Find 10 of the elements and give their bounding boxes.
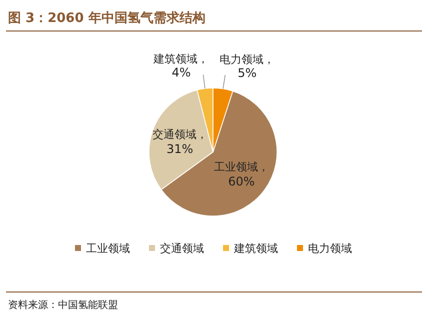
data-label: 电力领域，5% [220,52,275,80]
legend-label: 建筑领域 [233,242,278,255]
data-label: 建筑领域，4% [152,52,209,80]
legend-label: 工业领域 [86,242,130,255]
text: 资料来源：中国氢能联盟 [8,299,118,311]
legend-label: 电力领域 [308,242,352,255]
data-label: 工业领域，60% [214,160,269,189]
chart-title: 图 3：2060 年中国氢气需求结构 [8,10,206,26]
legend-label: 交通领域 [160,242,204,255]
data-label: 交通领域，31% [152,128,208,156]
